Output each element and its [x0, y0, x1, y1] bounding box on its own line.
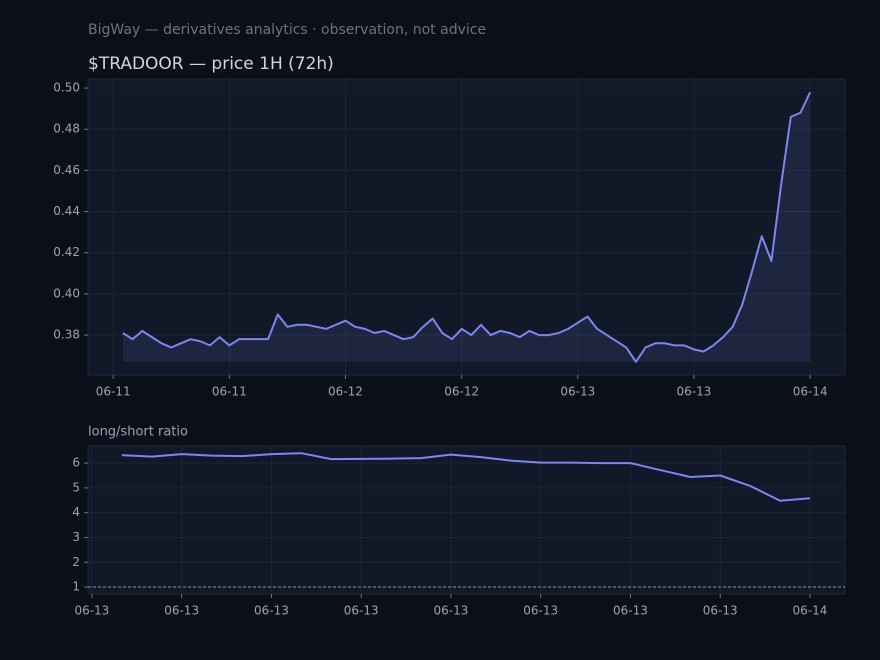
- y-tick-label: 0.48: [53, 122, 80, 136]
- x-tick-label: 06-11: [96, 385, 131, 399]
- area: [122, 92, 811, 362]
- x-tick-label: 06-12: [328, 385, 363, 399]
- x-tick-label: 06-13: [164, 604, 199, 618]
- x-tick-label: 06-13: [613, 604, 648, 618]
- y-tick-label: 5: [72, 480, 80, 494]
- y-tick-label: 0.40: [53, 286, 80, 300]
- x-tick-label: 06-13: [677, 385, 712, 399]
- y-tick-label: 0.42: [53, 245, 80, 259]
- chart-title: $TRADOOR — price 1H (72h): [88, 54, 334, 74]
- x-tick-label: 06-13: [560, 385, 595, 399]
- x-tick-label: 06-12: [444, 385, 479, 399]
- line: [122, 91, 812, 363]
- x-tick-label: 06-11: [212, 385, 247, 399]
- x-tick-label: 06-13: [703, 604, 738, 618]
- plot-area: [87, 78, 846, 376]
- x-tick-label: 06-13: [434, 604, 469, 618]
- x-tick-label: 06-13: [74, 604, 109, 618]
- y-tick-label: 1: [72, 580, 80, 594]
- y-tick-label: 0.46: [53, 163, 80, 177]
- y-tick-label: 3: [72, 530, 80, 544]
- y-tick-label: 2: [72, 555, 80, 569]
- x-tick-label: 06-14: [793, 385, 828, 399]
- x-tick-label: 06-13: [523, 604, 558, 618]
- y-tick-label: 0.50: [53, 81, 80, 95]
- y-tick-label: 4: [72, 505, 80, 519]
- header: BigWay — derivatives analytics · observa…: [88, 22, 486, 38]
- x-tick-label: 06-14: [793, 604, 828, 618]
- plot-area: [87, 445, 846, 595]
- line: [121, 452, 811, 502]
- y-tick-label: 0.38: [53, 328, 80, 342]
- y-tick-label: 6: [72, 456, 80, 470]
- x-tick-label: 06-13: [254, 604, 289, 618]
- y-tick-label: 0.44: [53, 204, 80, 218]
- chart-title: long/short ratio: [88, 425, 188, 440]
- x-tick-label: 06-13: [344, 604, 379, 618]
